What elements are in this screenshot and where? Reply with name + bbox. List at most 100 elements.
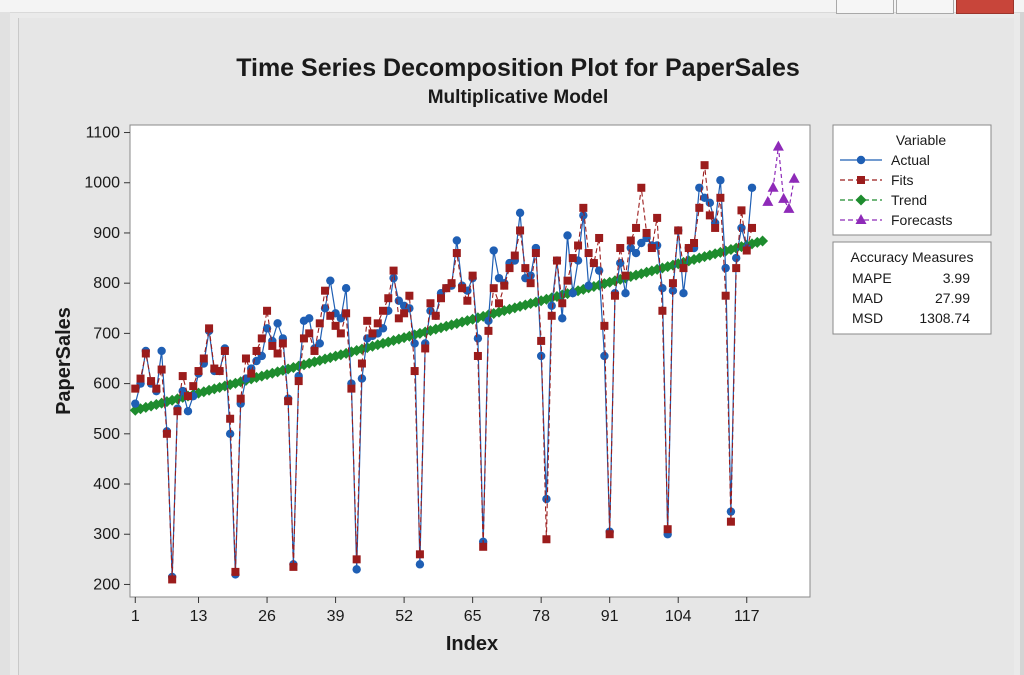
x-tick-label: 39	[327, 608, 345, 625]
point-fits	[737, 206, 746, 215]
point-fits	[473, 351, 482, 360]
point-actual	[594, 266, 604, 275]
point-forecasts	[783, 202, 795, 213]
point-fits	[263, 306, 272, 315]
point-fits	[653, 213, 662, 222]
point-fits	[215, 367, 224, 376]
point-actual	[262, 324, 272, 333]
point-fits	[479, 542, 488, 551]
legend: Variable Actual Fits Trend Forecasts	[832, 124, 992, 236]
legend-items: Actual Fits Trend Forecasts	[840, 152, 952, 228]
legend-item-forecasts: Forecasts	[840, 212, 952, 228]
y-tick-label: 1100	[86, 125, 121, 142]
point-fits	[721, 291, 730, 300]
point-actual	[473, 334, 483, 343]
point-actual	[668, 286, 678, 295]
point-fits	[241, 354, 250, 363]
x-tick-label: 1	[131, 608, 140, 625]
point-actual	[721, 263, 730, 273]
point-actual	[252, 356, 261, 366]
point-fits	[368, 329, 377, 338]
accuracy-mape-value: 3.99	[943, 270, 970, 286]
point-fits	[384, 294, 393, 303]
point-fits	[331, 321, 340, 330]
accuracy-measures-box: Accuracy Measures MAPE 3.99 MAD 27.99 MS…	[832, 241, 992, 335]
legend-marker	[857, 176, 865, 184]
point-forecasts	[788, 172, 800, 183]
maximize-button[interactable]	[896, 0, 954, 14]
point-actual	[679, 289, 688, 298]
x-tick-label: 13	[190, 608, 208, 625]
point-fits	[315, 319, 324, 328]
point-fits	[289, 562, 298, 571]
y-tick-label: 800	[93, 275, 120, 292]
point-actual	[584, 281, 593, 290]
x-axis-label: Index	[446, 633, 498, 655]
point-fits	[711, 223, 720, 232]
point-fits	[690, 239, 699, 247]
x-tick-label: 91	[601, 608, 619, 625]
point-actual	[183, 407, 193, 416]
point-fits	[552, 256, 561, 265]
point-actual	[131, 399, 140, 408]
point-fits	[658, 306, 667, 315]
x-tick-label: 117	[734, 608, 760, 625]
point-actual	[547, 301, 556, 310]
point-fits	[605, 530, 614, 539]
point-actual	[631, 248, 641, 258]
point-fits	[726, 517, 735, 526]
point-fits	[405, 291, 414, 300]
point-forecasts	[762, 195, 774, 206]
point-fits	[684, 244, 693, 253]
point-fits	[442, 284, 451, 293]
point-actual	[484, 316, 493, 326]
minimize-button[interactable]	[836, 0, 894, 14]
point-fits	[621, 271, 630, 280]
point-fits	[415, 550, 424, 559]
point-actual	[732, 253, 741, 263]
point-fits	[310, 346, 319, 355]
y-tick-label: 200	[93, 576, 120, 593]
point-fits	[394, 314, 403, 323]
point-actual	[626, 243, 635, 253]
series-forecasts	[762, 140, 800, 213]
y-tick-label: 1000	[84, 175, 120, 192]
point-actual	[315, 339, 324, 348]
point-fits	[199, 354, 208, 363]
legend-label: Actual	[891, 152, 930, 168]
chart-subtitle: Multiplicative Model	[428, 87, 609, 108]
point-fits	[379, 306, 388, 315]
point-fits	[458, 284, 467, 293]
point-actual	[747, 183, 757, 192]
point-actual	[705, 198, 715, 208]
y-tick-label: 600	[93, 376, 120, 393]
point-fits	[732, 264, 741, 273]
point-fits	[347, 384, 356, 393]
point-actual	[558, 314, 567, 323]
point-actual	[225, 429, 235, 439]
point-actual	[526, 271, 535, 280]
point-fits	[252, 346, 261, 355]
point-trend	[504, 303, 516, 315]
point-fits	[168, 575, 177, 584]
point-fits	[695, 203, 704, 212]
close-button[interactable]	[956, 0, 1014, 14]
point-fits	[616, 244, 625, 253]
point-fits	[626, 236, 635, 245]
point-fits	[500, 281, 509, 290]
point-fits	[526, 279, 535, 288]
window-left-border	[0, 12, 10, 675]
point-actual	[563, 231, 572, 240]
point-fits	[716, 193, 725, 202]
point-fits	[305, 329, 314, 338]
legend-item-fits: Fits	[840, 172, 914, 188]
point-forecasts	[778, 192, 790, 203]
y-axis-label: PaperSales	[53, 307, 75, 415]
legend-label: Trend	[891, 192, 927, 208]
legend-marker	[855, 214, 867, 224]
point-fits	[505, 264, 514, 273]
point-fits	[336, 329, 345, 338]
point-actual	[352, 565, 361, 574]
point-fits	[748, 223, 757, 232]
accuracy-mad-value: 27.99	[935, 290, 970, 306]
